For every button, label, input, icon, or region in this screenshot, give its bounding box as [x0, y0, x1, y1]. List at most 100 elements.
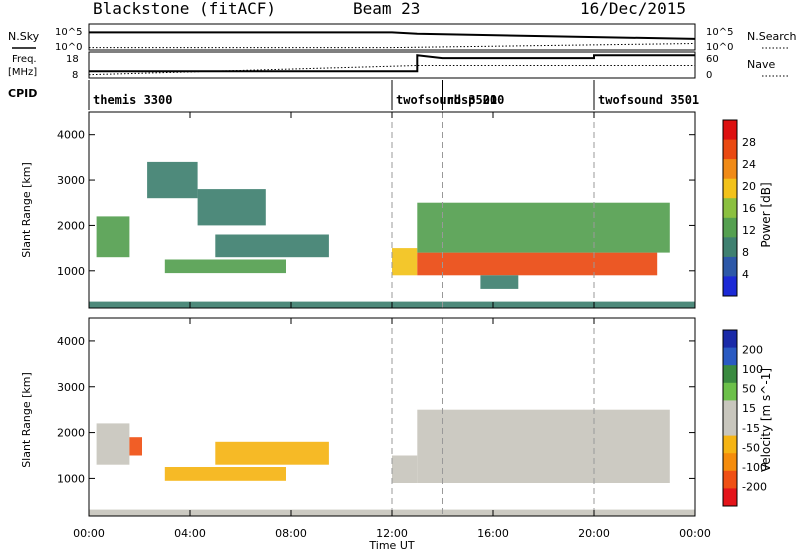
- freq-label: Freq.: [12, 54, 37, 65]
- date-title: 16/Dec/2015: [580, 0, 686, 18]
- cbar-swatch: [723, 382, 737, 401]
- cbar-frame: [722, 119, 738, 297]
- nave-series: [88, 65, 695, 76]
- cbar-tick-label: 100: [742, 363, 763, 376]
- x-tick-label-5: 20:00: [578, 527, 610, 540]
- scatter-region-0: [96, 216, 130, 258]
- scatter-region-8: [480, 275, 519, 289]
- scatter-region-5: [392, 248, 418, 276]
- cbar-swatch: [723, 470, 737, 489]
- freq-tick-low: 8: [72, 70, 78, 81]
- cbar-swatch: [723, 198, 737, 219]
- scatter-region-5: [417, 409, 670, 483]
- cbar-tick-label: 28: [742, 136, 756, 149]
- velocity-scatter: [89, 318, 695, 516]
- scatter-region-1: [129, 437, 142, 456]
- nsearch-series: [89, 43, 696, 49]
- freq-unit-label: [MHz]: [8, 67, 37, 78]
- cbar-frame: [722, 329, 738, 507]
- cbar-tick-label: 20: [742, 180, 756, 193]
- cbar-tick-label: 24: [742, 158, 756, 171]
- scatter-region-7: [417, 202, 670, 253]
- x-tick-label-2: 08:00: [275, 527, 307, 540]
- scatter-region-1: [147, 161, 198, 199]
- x-tick-label-1: 04:00: [174, 527, 206, 540]
- cpid-mode-1: twofsound 3501: [396, 93, 497, 107]
- nave-tick-low: 0: [706, 70, 712, 81]
- cbar-swatch: [723, 178, 737, 199]
- nave-label: Nave: [747, 58, 775, 71]
- nsearch-tick-high: 10^5: [706, 27, 733, 38]
- velocity-ylabel: Slant Range [km]: [20, 372, 33, 468]
- scatter-region-4: [197, 189, 266, 226]
- power-ylabel: Slant Range [km]: [20, 162, 33, 258]
- cbar-tick-label: -100: [742, 461, 767, 474]
- power-cbar-label: Power [dB]: [759, 182, 773, 247]
- frequency-series: [89, 54, 695, 73]
- cbar-tick-label: 15: [742, 402, 756, 415]
- velocity-panel: 1000 2000 3000 4000 Slant Range [km] 200 100…: [20, 317, 773, 517]
- nave-tick-high: 60: [706, 54, 719, 65]
- y-tick-label: 4000: [57, 129, 85, 142]
- y-tick-label: 3000: [57, 381, 85, 394]
- x-axis-label: Time UT: [368, 539, 414, 552]
- cpid-label: CPID: [8, 87, 37, 100]
- cpid-mode-0: themis 3300: [93, 93, 172, 107]
- beam-title: Beam 23: [353, 0, 421, 18]
- nsearch-label: N.Search: [747, 30, 797, 43]
- nsky-label: N.Sky: [8, 30, 40, 43]
- y-tick-label: 2000: [57, 427, 85, 440]
- cbar-tick-label: -200: [742, 480, 767, 493]
- x-axis: 00:00 04:00 08:00 12:00 16:00 20:00 00:00: [73, 112, 711, 540]
- cbar-swatch: [723, 435, 737, 454]
- cbar-swatch: [723, 418, 737, 437]
- nsky-tick-low: 10^0: [55, 42, 82, 53]
- cbar-swatch: [723, 330, 737, 349]
- scatter-region-0: [96, 423, 130, 465]
- cbar-swatch: [723, 217, 737, 238]
- freq-tick-high: 18: [66, 54, 79, 65]
- station-title: Blackstone (fitACF): [93, 0, 277, 18]
- y-tick-label: 1000: [57, 265, 85, 278]
- y-tick-label: 1000: [57, 472, 85, 485]
- scatter-region-3: [215, 234, 329, 258]
- nsky-series: [89, 31, 696, 40]
- cbar-swatch: [723, 276, 737, 297]
- power-colorbar: 28 24 20 16 12 8 4: [722, 119, 756, 297]
- x-tick-label-6: 00:00: [679, 527, 711, 540]
- cbar-swatch: [723, 347, 737, 366]
- y-tick-label: 4000: [57, 335, 85, 348]
- velocity-colorbar: 200 100 50 15 -15 -50 -100 -200: [722, 329, 767, 507]
- cbar-swatch: [723, 139, 737, 160]
- power-panel: 1000 2000 3000 4000 Slant Range [km] 28 24 20…: [20, 111, 773, 309]
- scatter-region-6: [417, 252, 658, 276]
- nsky-strip: N.Sky 10^5 10^0 10^5 10^0 N.Search: [8, 23, 797, 53]
- cbar-swatch: [723, 453, 737, 472]
- scatter-region-2: [164, 259, 286, 274]
- x-tick-label-4: 16:00: [477, 527, 509, 540]
- cpid-mode-2: rbsp 200: [447, 93, 505, 107]
- cbar-swatch: [723, 120, 737, 141]
- cbar-tick-label: -50: [742, 441, 760, 454]
- cbar-swatch: [723, 256, 737, 277]
- scatter-region-3: [215, 441, 329, 465]
- velocity-cbar-label: Velocity [m s^-1]: [759, 368, 773, 472]
- cbar-tick-label: 16: [742, 202, 756, 215]
- cbar-tick-label: 4: [742, 268, 749, 281]
- y-tick-label: 3000: [57, 174, 85, 187]
- cbar-tick-label: -15: [742, 422, 760, 435]
- cbar-swatch: [723, 159, 737, 180]
- x-tick-label-0: 00:00: [73, 527, 105, 540]
- cbar-tick-label: 8: [742, 246, 749, 259]
- cbar-swatch: [723, 400, 737, 419]
- cbar-tick-label: 200: [742, 344, 763, 357]
- power-scatter: [89, 112, 695, 308]
- nsearch-tick-low: 10^0: [706, 42, 733, 53]
- cbar-swatch: [723, 365, 737, 384]
- cpid-mode-3: twofsound 3501: [598, 93, 699, 107]
- y-tick-label: 2000: [57, 219, 85, 232]
- nsky-tick-high: 10^5: [55, 27, 82, 38]
- cbar-swatch: [723, 488, 737, 507]
